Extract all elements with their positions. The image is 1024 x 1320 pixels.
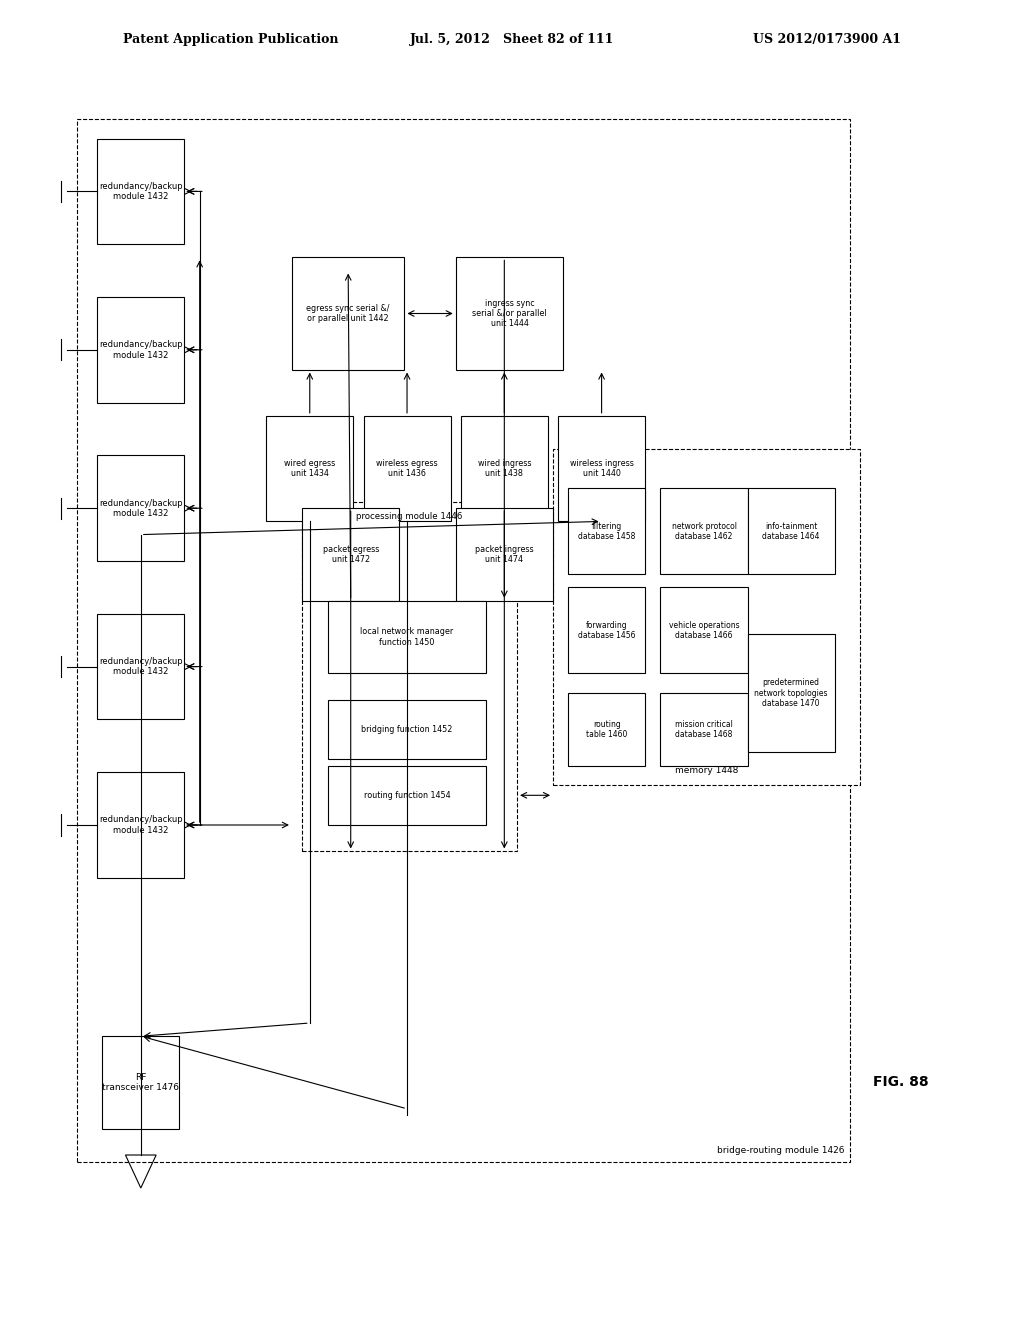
Text: wireless ingress
unit 1440: wireless ingress unit 1440	[569, 459, 634, 478]
FancyBboxPatch shape	[461, 416, 548, 521]
FancyBboxPatch shape	[364, 416, 451, 521]
Text: redundancy/backup
module 1432: redundancy/backup module 1432	[99, 499, 182, 517]
Text: packet egress
unit 1472: packet egress unit 1472	[323, 545, 379, 564]
Text: forwarding
database 1456: forwarding database 1456	[578, 620, 636, 640]
FancyBboxPatch shape	[456, 257, 563, 370]
Text: processing module 1446: processing module 1446	[356, 512, 463, 521]
Text: bridging function 1452: bridging function 1452	[361, 725, 453, 734]
Text: ingress sync
serial &/or parallel
unit 1444: ingress sync serial &/or parallel unit 1…	[472, 298, 547, 329]
Text: wired egress
unit 1434: wired egress unit 1434	[284, 459, 336, 478]
Text: FIG. 88: FIG. 88	[873, 1076, 929, 1089]
Text: predetermined
network topologies
database 1470: predetermined network topologies databas…	[755, 678, 827, 708]
FancyBboxPatch shape	[456, 508, 553, 601]
Text: redundancy/backup
module 1432: redundancy/backup module 1432	[99, 816, 182, 834]
Text: routing
table 1460: routing table 1460	[586, 719, 628, 739]
FancyBboxPatch shape	[748, 634, 835, 752]
Text: Patent Application Publication: Patent Application Publication	[123, 33, 338, 46]
Text: local network manager
function 1450: local network manager function 1450	[360, 627, 454, 647]
FancyBboxPatch shape	[266, 416, 353, 521]
FancyBboxPatch shape	[97, 455, 184, 561]
Text: filtering
database 1458: filtering database 1458	[578, 521, 636, 541]
Text: wireless egress
unit 1436: wireless egress unit 1436	[376, 459, 438, 478]
Text: routing function 1454: routing function 1454	[364, 791, 451, 800]
FancyBboxPatch shape	[102, 1036, 179, 1129]
FancyBboxPatch shape	[328, 700, 486, 759]
Text: packet ingress
unit 1474: packet ingress unit 1474	[475, 545, 534, 564]
Text: RF
transceiver 1476: RF transceiver 1476	[102, 1073, 179, 1092]
FancyBboxPatch shape	[553, 449, 860, 785]
FancyBboxPatch shape	[660, 693, 748, 766]
FancyBboxPatch shape	[748, 488, 835, 574]
FancyBboxPatch shape	[97, 139, 184, 244]
FancyBboxPatch shape	[302, 508, 399, 601]
FancyBboxPatch shape	[568, 587, 645, 673]
FancyBboxPatch shape	[328, 766, 486, 825]
Text: egress sync serial &/
or parallel unit 1442: egress sync serial &/ or parallel unit 1…	[306, 304, 390, 323]
Text: Jul. 5, 2012   Sheet 82 of 111: Jul. 5, 2012 Sheet 82 of 111	[410, 33, 614, 46]
FancyBboxPatch shape	[292, 257, 404, 370]
Text: network protocol
database 1462: network protocol database 1462	[672, 521, 736, 541]
Text: mission critical
database 1468: mission critical database 1468	[675, 719, 733, 739]
FancyBboxPatch shape	[660, 488, 748, 574]
Text: bridge-routing module 1426: bridge-routing module 1426	[717, 1146, 845, 1155]
FancyBboxPatch shape	[77, 119, 850, 1162]
Text: vehicle operations
database 1466: vehicle operations database 1466	[669, 620, 739, 640]
FancyBboxPatch shape	[568, 693, 645, 766]
FancyBboxPatch shape	[302, 502, 517, 851]
FancyBboxPatch shape	[97, 772, 184, 878]
FancyBboxPatch shape	[568, 488, 645, 574]
Text: US 2012/0173900 A1: US 2012/0173900 A1	[753, 33, 901, 46]
Text: wired ingress
unit 1438: wired ingress unit 1438	[477, 459, 531, 478]
FancyBboxPatch shape	[660, 587, 748, 673]
Text: info-tainment
database 1464: info-tainment database 1464	[762, 521, 820, 541]
FancyBboxPatch shape	[558, 416, 645, 521]
FancyBboxPatch shape	[97, 614, 184, 719]
Text: redundancy/backup
module 1432: redundancy/backup module 1432	[99, 182, 182, 201]
Text: redundancy/backup
module 1432: redundancy/backup module 1432	[99, 657, 182, 676]
Text: memory 1448: memory 1448	[675, 766, 738, 775]
FancyBboxPatch shape	[97, 297, 184, 403]
Text: redundancy/backup
module 1432: redundancy/backup module 1432	[99, 341, 182, 359]
FancyBboxPatch shape	[328, 601, 486, 673]
